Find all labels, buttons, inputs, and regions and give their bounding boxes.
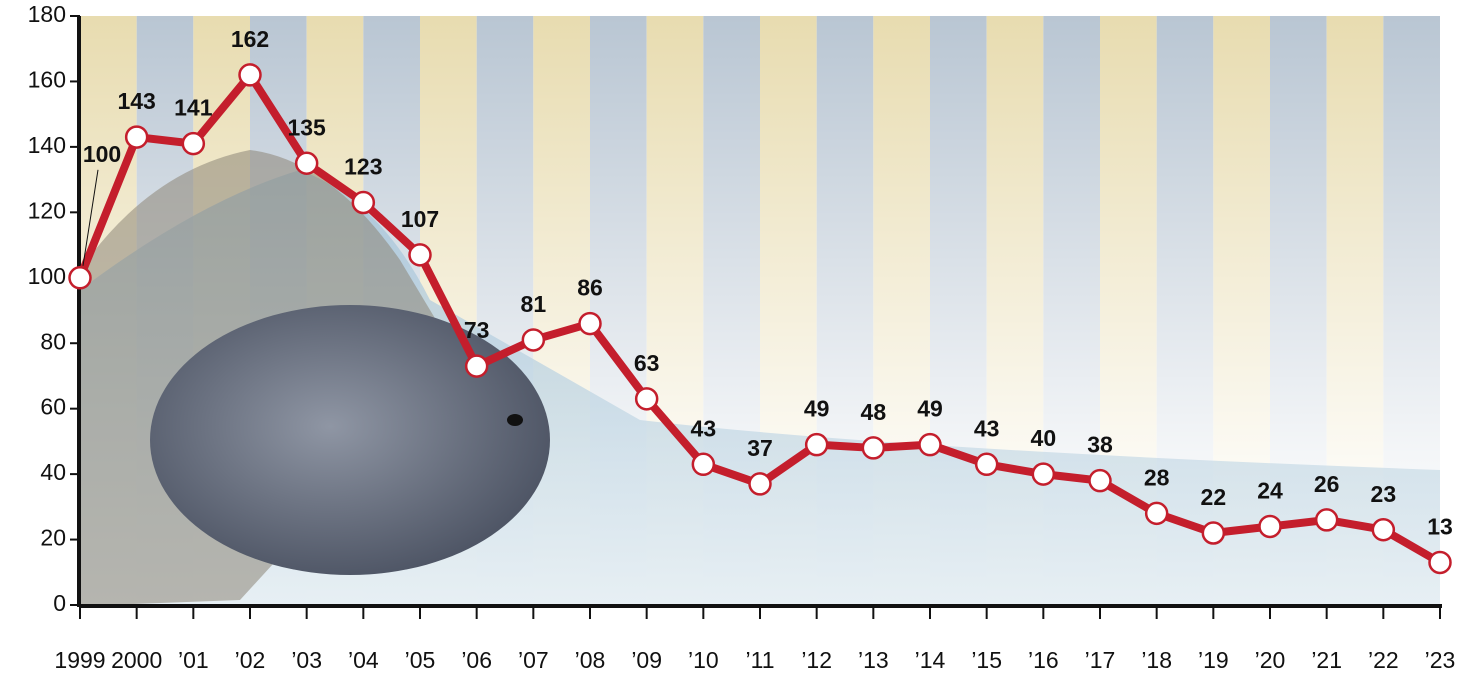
point xyxy=(918,432,942,457)
data-label: 63 xyxy=(634,350,660,376)
data-label: 73 xyxy=(464,317,490,343)
x-tick-label: ’01 xyxy=(178,647,209,673)
x-tick-label: ’22 xyxy=(1368,647,1399,673)
data-label: 22 xyxy=(1201,484,1227,510)
y-tick-label: 20 xyxy=(40,525,66,551)
plot: 0 20 40 60 80 100 120 140 160 180 1999 2000 ’01 ’02 ’0… xyxy=(28,1,1456,673)
point xyxy=(861,436,886,460)
point xyxy=(521,328,546,352)
data-label: 37 xyxy=(747,435,773,461)
data-label: 81 xyxy=(521,291,547,317)
data-label: 123 xyxy=(344,154,382,180)
point xyxy=(691,452,716,477)
y-tick-label: 60 xyxy=(40,394,66,420)
data-label: 43 xyxy=(974,415,1000,441)
y-tick-label: 80 xyxy=(40,328,66,354)
x-tick-label: 1999 xyxy=(54,647,105,673)
x-tick-label: ’14 xyxy=(915,647,946,673)
label-leader xyxy=(82,169,99,266)
point xyxy=(1258,514,1282,539)
x-tick-label: ’03 xyxy=(291,647,322,673)
x-tick-label: ’20 xyxy=(1255,647,1286,673)
data-label: 100 xyxy=(83,141,121,167)
point xyxy=(1031,462,1056,486)
point xyxy=(804,432,829,457)
x-tick-label: ’02 xyxy=(235,647,266,673)
point xyxy=(974,452,999,477)
x-tick-label: ’18 xyxy=(1141,647,1172,673)
x-tick-label: ’11 xyxy=(746,647,775,673)
point xyxy=(1428,550,1452,575)
x-tick-label: 2000 xyxy=(111,647,162,673)
point xyxy=(578,311,602,336)
x-tick-label: ’10 xyxy=(688,647,719,673)
x-tick-label: ’21 xyxy=(1311,647,1342,673)
x-tick-label: ’08 xyxy=(575,647,606,673)
data-label: 23 xyxy=(1371,481,1397,507)
point xyxy=(238,63,262,87)
data-label: 162 xyxy=(231,26,269,52)
data-label: 38 xyxy=(1087,432,1113,458)
point xyxy=(1371,517,1396,542)
point xyxy=(294,151,319,175)
x-tick-label: ’05 xyxy=(405,647,436,673)
point xyxy=(124,125,149,149)
y-tick-label: 120 xyxy=(28,197,66,223)
data-label: 49 xyxy=(804,396,830,422)
y-tick-label: 100 xyxy=(28,263,66,289)
x-tick-label: ’15 xyxy=(971,647,1002,673)
x-tick-label: ’16 xyxy=(1028,647,1059,673)
data-label: 28 xyxy=(1144,464,1170,490)
x-tick-label: ’13 xyxy=(858,647,889,673)
point xyxy=(351,190,376,215)
data-label: 86 xyxy=(577,275,603,301)
data-label: 48 xyxy=(861,399,887,425)
x-tick-label: ’06 xyxy=(461,647,492,673)
data-label: 26 xyxy=(1314,471,1340,497)
x-tick-label: ’23 xyxy=(1425,647,1456,673)
point xyxy=(464,354,489,378)
point xyxy=(408,243,432,267)
y-tick-label: 140 xyxy=(28,132,66,158)
data-label: 13 xyxy=(1427,514,1453,540)
point xyxy=(1314,508,1339,532)
data-label: 24 xyxy=(1257,478,1283,504)
data-label: 135 xyxy=(287,114,326,140)
x-tick-label: ’12 xyxy=(801,647,832,673)
data-label: 43 xyxy=(691,415,717,441)
x-tick-label: ’07 xyxy=(518,647,549,673)
y-tick-label: 160 xyxy=(28,67,66,93)
data-label: 107 xyxy=(401,206,439,232)
whale-eye xyxy=(507,414,523,426)
point xyxy=(748,472,772,496)
data-label: 141 xyxy=(174,95,213,121)
data-label: 49 xyxy=(917,396,943,422)
y-tick-label: 180 xyxy=(28,1,66,27)
point xyxy=(634,387,659,411)
point xyxy=(68,266,92,290)
x-tick-label: ’17 xyxy=(1085,647,1116,673)
x-tick-label: ’19 xyxy=(1198,647,1229,673)
point xyxy=(1088,468,1112,493)
x-tick-label: ’04 xyxy=(348,647,379,673)
point xyxy=(181,131,206,156)
whale-illustration xyxy=(150,305,550,575)
data-label: 143 xyxy=(117,88,155,114)
point xyxy=(1201,521,1226,545)
x-tick-label: ’09 xyxy=(631,647,662,673)
data-label: 40 xyxy=(1031,425,1057,451)
y-tick-label: 0 xyxy=(53,590,66,616)
y-tick-label: 40 xyxy=(40,459,66,485)
point xyxy=(1144,501,1169,526)
